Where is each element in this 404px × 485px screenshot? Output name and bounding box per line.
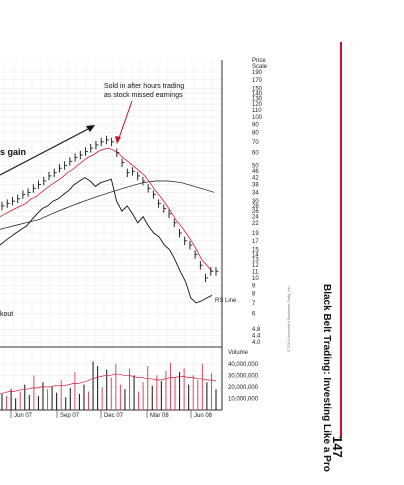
volume-scale: Volume 40,000,000 30,000,000 20,000,000 10,… xyxy=(228,350,259,402)
price-tick-label: 7 xyxy=(252,301,256,307)
price-tick-label: 15 xyxy=(252,248,259,254)
price-tick-label: 140 xyxy=(252,91,263,97)
rs-line-label: RS Line xyxy=(215,298,237,304)
price-tick-label: 120 xyxy=(252,102,263,108)
x-axis-labels: Jun 07 Sep 07 Dec 07 Mar 08 Jun 08 xyxy=(10,410,213,419)
x-axis-label: Jun 08 xyxy=(194,413,213,419)
price-tick-label: 10 xyxy=(252,276,259,282)
gain-annotation: s gain xyxy=(0,147,26,157)
volume-bars xyxy=(1,361,217,410)
sold-note-line1: Sold in after hours trading xyxy=(104,83,184,90)
price-tick-label: 12 xyxy=(252,263,259,269)
price-tick-label: 8 xyxy=(252,292,256,298)
price-tick-label: 150 xyxy=(252,87,263,93)
breakout-annotation: kout xyxy=(0,311,13,318)
price-bars xyxy=(1,135,219,283)
volume-scale-title: Volume xyxy=(228,350,249,356)
trend-arrow-shaft xyxy=(0,127,91,176)
price-tick-label: 38 xyxy=(252,183,259,189)
volume-average-line xyxy=(0,373,217,395)
rs-line xyxy=(0,177,213,304)
price-tick-label: 70 xyxy=(252,140,259,146)
price-scale-title-line2: Scale xyxy=(252,64,268,70)
price-tick-label: 190 xyxy=(252,70,263,76)
price-tick-label: 4.8 xyxy=(252,327,261,333)
x-axis-label: Dec 07 xyxy=(104,413,124,419)
price-tick-label: 14 xyxy=(252,252,259,258)
sold-note-line2: as stock missed earnings xyxy=(104,92,183,99)
price-scale-title-line1: Price xyxy=(252,58,266,64)
price-tick-label: 50 xyxy=(252,163,259,169)
sold-note-arrow-shaft xyxy=(118,100,133,139)
copyright-notice: © 2014 Investor's Business Daily, Inc. xyxy=(286,285,291,352)
price-tick-label: 13 xyxy=(252,258,259,264)
price-tick-label: 46 xyxy=(252,169,259,175)
price-tick-label: 11 xyxy=(252,269,259,275)
price-tick-label: 24 xyxy=(252,215,259,221)
price-tick-label: 22 xyxy=(252,221,259,227)
sold-note-arrow-head xyxy=(115,136,121,144)
price-tick-label: 9 xyxy=(252,283,256,289)
price-tick-label: 30 xyxy=(252,199,259,205)
price-tick-label: 130 xyxy=(252,97,263,103)
price-tick-label: 26 xyxy=(252,209,259,215)
volume-tick-label: 20,000,000 xyxy=(228,385,259,391)
x-axis-label: Sep 07 xyxy=(60,413,80,419)
price-tick-label: 170 xyxy=(252,78,263,84)
page-number: 147 xyxy=(330,436,345,458)
price-tick-label: 19 xyxy=(252,231,259,237)
x-axis-label: Mar 08 xyxy=(150,413,169,419)
price-tick-label: 110 xyxy=(252,108,262,114)
volume-tick-label: 10,000,000 xyxy=(228,396,259,402)
price-tick-label: 42 xyxy=(252,176,259,182)
moving-average-long xyxy=(0,180,215,230)
price-tick-label: 80 xyxy=(252,130,259,136)
volume-tick-label: 40,000,000 xyxy=(228,362,259,368)
trend-arrow-head xyxy=(86,125,95,132)
price-tick-label: 34 xyxy=(252,190,259,196)
chart-grid xyxy=(0,60,222,410)
price-tick-label: 90 xyxy=(252,122,259,128)
price-tick-label: 4.0 xyxy=(252,340,261,346)
price-tick-label: 28 xyxy=(252,204,259,210)
accent-rule xyxy=(340,42,342,438)
price-tick-label: 6 xyxy=(252,312,256,318)
x-axis-label: Jun 07 xyxy=(14,413,33,419)
volume-tick-label: 30,000,000 xyxy=(228,373,259,379)
price-tick-label: 4.4 xyxy=(252,333,261,339)
price-tick-label: 60 xyxy=(252,151,259,157)
moving-average-short xyxy=(0,147,213,272)
price-tick-label: 100 xyxy=(252,115,263,121)
price-tick-label: 17 xyxy=(252,239,259,245)
